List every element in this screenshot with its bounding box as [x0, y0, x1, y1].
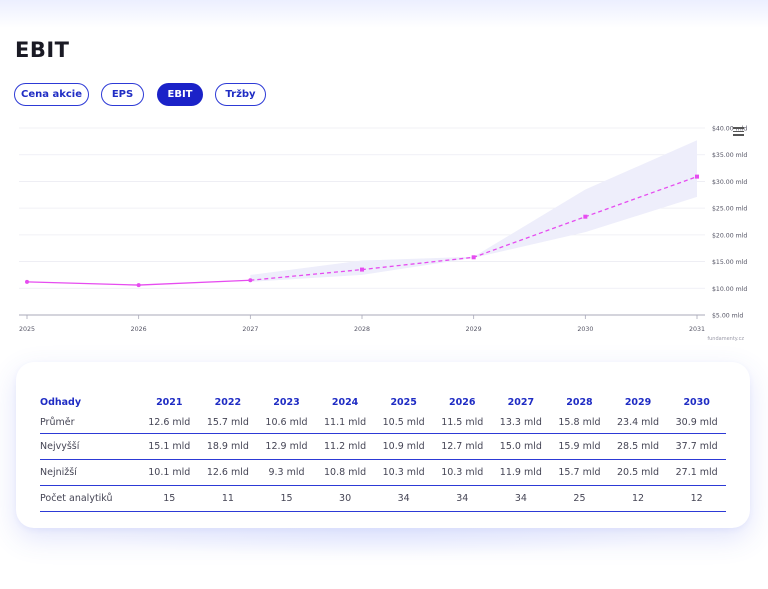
x-tick-label: 2026 [131, 326, 147, 333]
estimate-cell: 12.7 mld [432, 433, 492, 460]
estimate-cell: 18.9 mld [198, 433, 258, 460]
year-header: 2022 [214, 396, 242, 408]
y-tick-label: $30.00 mld [712, 179, 747, 186]
estimate-range-band [250, 140, 698, 282]
x-tick-label: 2031 [689, 326, 705, 333]
estimate-cell: 11.1 mld [315, 411, 375, 434]
estimate-cell: 10.8 mld [315, 459, 375, 486]
table-row: Nejvyšší 15.1 mld 18.9 mld 12.9 mld 11.2 mld… [40, 433, 726, 460]
estimate-cell: 15.0 mld [491, 433, 551, 460]
estimate-cell: 20.5 mld [608, 459, 668, 486]
year-header: 2024 [331, 396, 359, 408]
row-label: Počet analytiků [40, 485, 140, 512]
year-header: 2030 [683, 396, 710, 408]
estimate-cell: 34 [432, 485, 492, 512]
row-label: Nejvyšší [40, 433, 140, 460]
estimate-cell: 25 [550, 485, 609, 512]
estimate-cell: 12.6 mld [198, 459, 258, 486]
tab-revenue[interactable]: Tržby [215, 83, 266, 106]
estimate-cell: 12 [608, 485, 668, 512]
chart-credit: fundamenty.cz [707, 336, 744, 342]
estimate-cell: 10.3 mld [374, 459, 433, 486]
estimate-cell: 11 [198, 485, 258, 512]
estimate-cell: 15.8 mld [550, 411, 609, 434]
y-tick-label: $10.00 mld [712, 286, 747, 293]
estimate-cell: 11.5 mld [432, 411, 492, 434]
page-title: EBIT [15, 38, 70, 62]
year-header: 2027 [507, 396, 535, 408]
estimate-cell: 15.7 mld [198, 411, 258, 434]
estimate-cell: 12 [667, 485, 726, 512]
bottom-glow [60, 528, 708, 558]
y-tick-label: $20.00 mld [712, 232, 747, 239]
estimate-cell: 11.2 mld [315, 433, 375, 460]
top-glow [0, 0, 768, 28]
estimate-point [471, 255, 476, 260]
x-tick-label: 2029 [466, 326, 482, 333]
x-tick-label: 2028 [354, 326, 370, 333]
estimate-cell: 34 [374, 485, 433, 512]
estimate-cell: 30.9 mld [667, 411, 726, 434]
estimate-cell: 11.9 mld [491, 459, 551, 486]
estimate-cell: 37.7 mld [667, 433, 726, 460]
estimate-point [360, 267, 364, 272]
estimate-cell: 12.6 mld [140, 411, 199, 434]
estimates-table: Odhady 2021 2022 2023 2024 2025 2026 2027 2028 20… [40, 393, 726, 512]
y-tick-label: $40.00 mld [712, 126, 747, 133]
estimate-cell: 23.4 mld [608, 411, 668, 434]
y-tick-label: $35.00 mld [712, 152, 747, 159]
hamburger-menu-icon[interactable] [733, 127, 744, 137]
tab-share-price[interactable]: Cena akcie [14, 83, 89, 106]
estimate-cell: 27.1 mld [667, 459, 726, 486]
estimate-cell: 9.3 mld [257, 459, 316, 486]
estimates-card: Odhady 2021 2022 2023 2024 2025 2026 2027 2028 20… [16, 362, 750, 528]
year-header: 2026 [449, 396, 476, 408]
year-header: 2023 [273, 396, 300, 408]
estimate-cell: 15.9 mld [550, 433, 609, 460]
row-label: Průměr [40, 411, 140, 434]
tab-eps[interactable]: EPS [101, 83, 144, 106]
y-tick-label: $15.00 mld [712, 259, 747, 266]
y-tick-label: $25.00 mld [712, 206, 747, 213]
y-tick-label: $5.00 mld [712, 313, 743, 320]
table-row: Počet analytiků 15 11 15 30 34 34 34 25 12 12 [40, 485, 726, 512]
x-tick-label: 2025 [19, 326, 35, 333]
estimate-cell: 10.3 mld [432, 459, 492, 486]
x-tick-label: 2030 [577, 326, 593, 333]
estimate-cell: 13.3 mld [491, 411, 551, 434]
estimate-cell: 15 [140, 485, 199, 512]
estimate-cell: 15.1 mld [140, 433, 199, 460]
estimate-cell: 10.6 mld [257, 411, 316, 434]
estimates-header-row: Odhady 2021 2022 2023 2024 2025 2026 2027 2028 20… [40, 393, 726, 411]
x-tick-label: 2027 [242, 326, 258, 333]
x-axis-labels: 2025 2026 2027 2028 2029 2030 2031 [19, 326, 705, 333]
row-label: Nejnižší [40, 459, 140, 486]
year-header: 2021 [156, 396, 183, 408]
estimate-cell: 10.5 mld [374, 411, 433, 434]
y-axis-labels: $5.00 mld $10.00 mld $15.00 mld $20.00 mld $… [712, 126, 747, 320]
table-row: Nejnižší 10.1 mld 12.6 mld 9.3 mld 10.8 mld 1… [40, 459, 726, 486]
estimate-cell: 10.1 mld [140, 459, 199, 486]
estimate-point [695, 174, 699, 179]
estimate-cell: 12.9 mld [257, 433, 316, 460]
ebit-chart: $5.00 mld $10.00 mld $15.00 mld $20.00 mld $… [19, 126, 747, 343]
table-row: Průměr 12.6 mld 15.7 mld 10.6 mld 11.1 mld 10… [40, 411, 726, 434]
estimate-cell: 15.7 mld [550, 459, 609, 486]
year-header: 2025 [390, 396, 417, 408]
year-header: 2028 [566, 396, 593, 408]
estimate-point [583, 214, 588, 219]
actual-point [25, 279, 29, 284]
estimate-cell: 30 [315, 485, 375, 512]
estimate-cell: 15 [257, 485, 316, 512]
tab-ebit[interactable]: EBIT [157, 83, 203, 106]
actual-point [136, 283, 141, 288]
estimates-header-label: Odhady [40, 396, 82, 408]
estimate-cell: 28.5 mld [608, 433, 668, 460]
estimate-cell: 10.9 mld [374, 433, 433, 460]
estimate-cell: 34 [491, 485, 551, 512]
chart-series [25, 174, 699, 288]
year-header: 2029 [624, 396, 652, 408]
